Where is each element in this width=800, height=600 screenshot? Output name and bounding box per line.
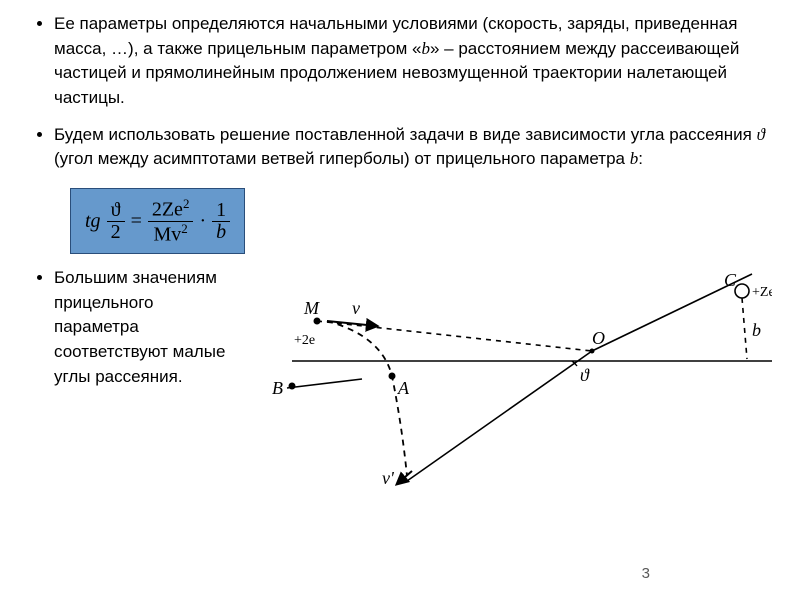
bullet-2-theta: ϑ <box>757 125 765 144</box>
line-b <box>287 379 362 388</box>
bullet-2-var-b: b <box>630 149 639 168</box>
velocity-arrow-v <box>327 321 377 326</box>
label-plusze: +Ze <box>752 285 772 300</box>
diagram-svg: M +2e v A B O ϑ v' C +Ze b <box>232 266 772 486</box>
formula-rhs-den-text: Mv <box>153 223 181 245</box>
bullet-2-text-a: Будем использовать решение поставленной … <box>54 125 757 144</box>
asymptote-upper-dashed <box>317 321 592 351</box>
point-a <box>389 373 396 380</box>
formula-eq: = <box>131 210 142 233</box>
formula-tg: tg <box>85 210 101 233</box>
formula-two-a: 2 <box>107 222 125 243</box>
label-a: A <box>397 378 410 398</box>
bullet-1: Ее параметры определяются начальными усл… <box>54 12 772 111</box>
scattering-diagram: M +2e v A B O ϑ v' C +Ze b <box>232 266 772 491</box>
slide-page: Ее параметры определяются начальными усл… <box>0 0 800 600</box>
asymptote-lower <box>407 351 592 481</box>
side-text: Большим значениям прицельного параметра … <box>28 266 228 401</box>
formula-b: b <box>212 222 230 243</box>
trajectory-hyperbola <box>327 321 407 476</box>
formula-frac-theta: ϑ 2 <box>107 200 125 243</box>
formula-rhs-den-sup: 2 <box>181 221 188 236</box>
page-number: 3 <box>642 565 650 582</box>
formula-row: tg ϑ 2 = 2Ze2 Mv2 · 1 b <box>85 197 230 245</box>
label-vprime: v' <box>382 468 395 486</box>
bullet-2-text-b: (угол между асимптотами ветвей гиперболы… <box>54 149 630 168</box>
formula-dot: · <box>199 210 206 233</box>
formula-frac-1b: 1 b <box>212 200 230 243</box>
formula-rhs-num-text: 2Ze <box>152 199 183 221</box>
formula-rhs-den: Mv2 <box>149 222 191 246</box>
lower-row: Большим значениям прицельного параметра … <box>28 266 772 491</box>
velocity-arrow-vprime <box>397 471 412 484</box>
label-v: v <box>352 298 360 318</box>
label-plus2e: +2e <box>294 333 315 348</box>
formula-one: 1 <box>212 200 230 222</box>
b-drop-dashed <box>742 298 747 359</box>
formula-theta: ϑ <box>107 200 125 222</box>
bullet-1-var-b: b <box>421 39 430 58</box>
point-c-circle <box>735 284 749 298</box>
point-b <box>289 383 296 390</box>
label-c: C <box>724 270 737 290</box>
formula-rhs-num: 2Ze2 <box>148 197 194 222</box>
bullet-list: Ее параметры определяются начальными усл… <box>28 12 772 172</box>
label-b-param: b <box>752 320 761 340</box>
formula-frac-rhs: 2Ze2 Mv2 <box>148 197 194 245</box>
point-o <box>590 349 595 354</box>
point-m <box>314 318 321 325</box>
label-theta: ϑ <box>580 365 590 385</box>
label-o: O <box>592 328 605 348</box>
label-b-point: B <box>272 378 283 398</box>
bullet-list-2: Большим значениям прицельного параметра … <box>28 266 228 389</box>
formula-rhs-num-sup: 2 <box>183 196 190 211</box>
formula-box: tg ϑ 2 = 2Ze2 Mv2 · 1 b <box>70 188 245 254</box>
bullet-3: Большим значениям прицельного параметра … <box>54 266 228 389</box>
label-m: M <box>303 298 320 318</box>
bullet-2-text-c: : <box>638 149 643 168</box>
bullet-2: Будем использовать решение поставленной … <box>54 123 772 172</box>
